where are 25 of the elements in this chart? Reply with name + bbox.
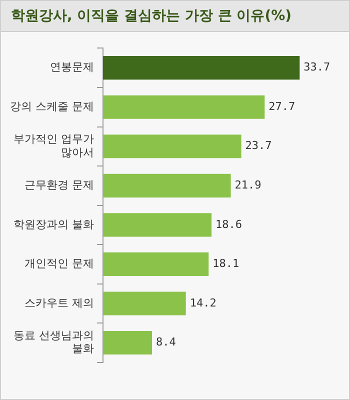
bar (102, 56, 300, 80)
bar (102, 330, 152, 355)
data-label: 23.7 (245, 139, 272, 152)
y-tick-label: 개인적인 문제 (24, 257, 94, 270)
data-label: 21.9 (234, 178, 262, 192)
bar (102, 252, 209, 276)
bar (102, 292, 186, 316)
y-tick-label: 스카우트 제의 (24, 296, 94, 310)
bar (102, 213, 212, 237)
data-label: 27.7 (268, 100, 296, 113)
y-tick-label: 학원장과의 불화 (13, 218, 94, 231)
y-tick-label: 근무환경 문제 (24, 178, 94, 192)
data-label: 18.1 (212, 257, 240, 270)
chart-title: 학원강사, 이직을 결심하는 가장 큰 이유(%) (1, 1, 349, 32)
y-tick-label: 동료 선생님과의 불화 (13, 329, 94, 356)
data-label: 18.6 (216, 218, 242, 231)
y-tick-label: 연봉문제 (50, 60, 94, 74)
data-label: 33.7 (304, 60, 330, 74)
y-tick-label: 부가적인 업무가 많아서 (13, 132, 94, 159)
y-tick-label: 강의 스케줄 문제 (10, 100, 94, 113)
bar (102, 174, 231, 198)
data-label: 8.4 (156, 336, 176, 349)
bar (102, 134, 242, 158)
data-label: 14.2 (190, 296, 216, 310)
bar (102, 95, 265, 119)
